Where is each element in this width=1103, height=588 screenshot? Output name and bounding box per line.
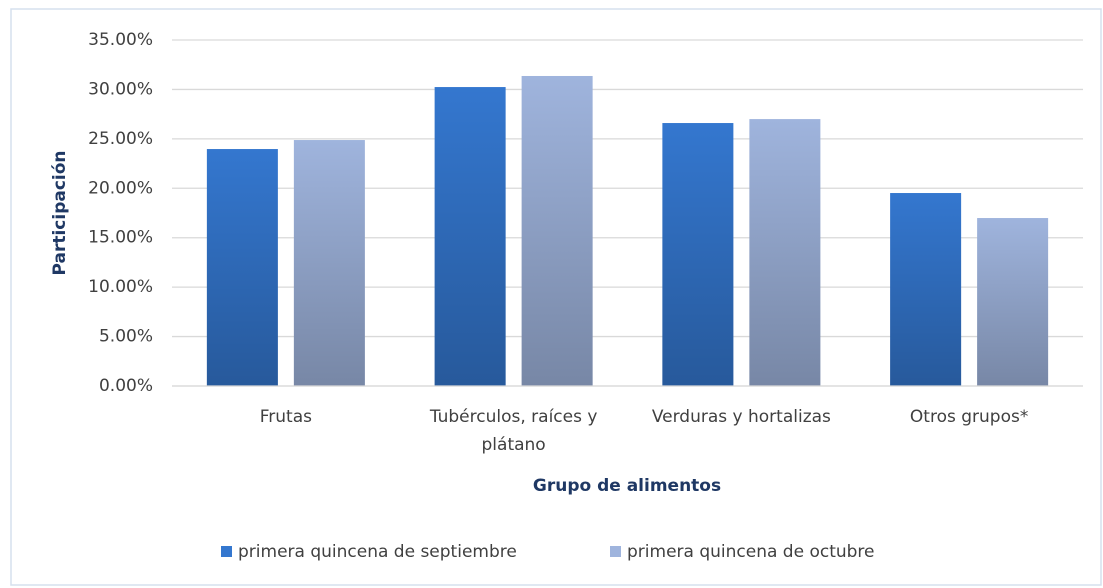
bar (749, 119, 821, 386)
legend-swatch (610, 546, 621, 557)
y-tick-label: 25.00% (88, 129, 153, 149)
x-tick-label: Tubérculos, raíces y plátano (429, 407, 598, 455)
x-tick-label: Otros grupos* (909, 407, 1029, 427)
x-axis-title: Grupo de alimentos (533, 476, 721, 496)
y-tick-label: 35.00% (88, 30, 153, 50)
bar (206, 149, 278, 386)
y-tick-label: 10.00% (88, 277, 153, 297)
y-tick-label: 20.00% (88, 178, 153, 198)
bar (662, 123, 734, 386)
bar (521, 75, 593, 386)
bar (890, 193, 962, 386)
x-tick-label: Verduras y hortalizas (651, 407, 831, 427)
y-axis-title: Participación (50, 150, 70, 275)
legend-swatch (221, 546, 232, 557)
y-tick-label: 15.00% (88, 228, 153, 248)
legend-label: primera quincena de octubre (627, 542, 875, 562)
y-tick-label: 30.00% (88, 79, 153, 99)
y-tick-label: 0.00% (99, 376, 153, 396)
y-tick-label: 5.00% (99, 327, 153, 347)
bar (293, 140, 365, 386)
x-tick-label: Frutas (259, 407, 312, 427)
legend-label: primera quincena de septiembre (238, 542, 517, 562)
bar (977, 218, 1049, 386)
bar (434, 87, 506, 386)
